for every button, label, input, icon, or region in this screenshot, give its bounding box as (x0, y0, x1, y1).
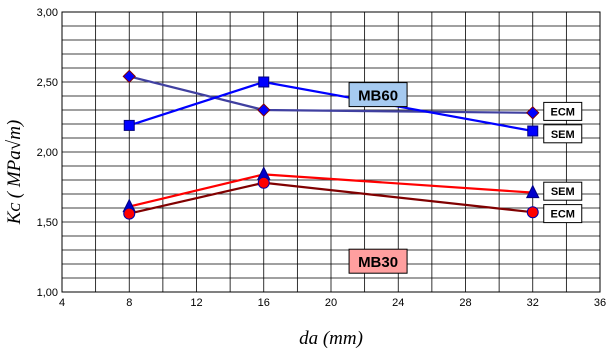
x-tick-label: 24 (392, 297, 404, 309)
method-label-box (543, 204, 583, 224)
data-point-mb60-ecm (122, 69, 136, 84)
series (122, 69, 540, 220)
x-tick-label: 4 (59, 297, 65, 309)
x-tick-label: 28 (459, 297, 471, 309)
data-point-mb60-sem (527, 125, 539, 137)
method-label: SEM (551, 129, 575, 141)
x-tick-label: 16 (258, 297, 270, 309)
group-label: MB30 (358, 254, 398, 271)
group-label-box (348, 248, 408, 274)
data-point-mb60-ecm (257, 103, 271, 117)
grid (61, 11, 601, 293)
method-label-box (543, 181, 583, 201)
data-point-mb30-ecm (257, 176, 270, 189)
group-label: MB60 (358, 88, 398, 105)
y-tick-label: 2,50 (37, 77, 58, 89)
y-tick-label: 3,00 (37, 7, 58, 19)
x-tick-label: 12 (190, 297, 202, 309)
data-point-mb30-sem (525, 184, 540, 199)
group-label-box (348, 82, 408, 108)
tick-labels: 4 8 12 16 20 24 28 32 36 1,00 1,50 2,00 2,50 3,00 (37, 7, 607, 309)
y-tick-label: 1,50 (37, 217, 58, 229)
method-label-box (543, 101, 583, 121)
y-tick-label: 2,00 (37, 147, 58, 159)
x-axis-title: da (mm) (299, 328, 363, 349)
data-point-mb30-ecm (123, 207, 136, 220)
x-tick-label: 20 (325, 297, 337, 309)
method-label: SEM (551, 186, 575, 198)
x-tick-label: 36 (594, 297, 606, 309)
y-axis-title: Kᴄ ( MPa√m) (4, 120, 25, 226)
data-point-mb60-sem (258, 76, 270, 88)
method-label: ECM (551, 106, 575, 118)
data-point-mb60-ecm (526, 106, 540, 120)
annotations: MB60 MB30 ECM SEM SEM ECM (348, 82, 583, 274)
method-label: ECM (551, 209, 575, 221)
y-tick-label: 1,00 (37, 287, 58, 299)
plot-frame (61, 11, 601, 293)
data-point-mb60-sem (123, 119, 135, 131)
data-point-mb30-ecm (526, 206, 539, 219)
method-label-box (543, 124, 583, 144)
x-tick-label: 8 (126, 297, 132, 309)
x-tick-label: 32 (527, 297, 539, 309)
